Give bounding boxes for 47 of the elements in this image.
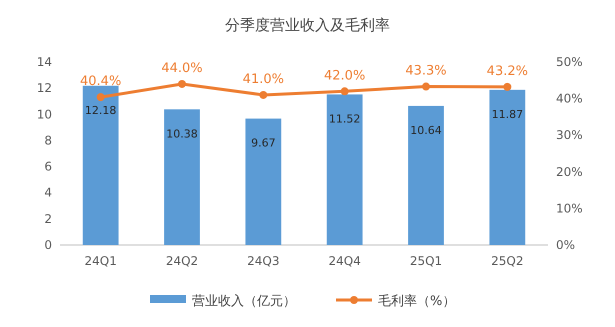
bar — [408, 106, 444, 245]
data-label: 10.64 — [410, 124, 442, 137]
data-label: 11.87 — [492, 108, 524, 121]
bar — [489, 90, 526, 245]
x-tick-label: 24Q1 — [84, 254, 117, 268]
y-tick-label: 14 — [36, 55, 52, 69]
point — [259, 90, 268, 99]
y-tick-label: 2 — [44, 212, 52, 226]
y-tick-label: 10 — [36, 107, 52, 122]
y2-tick-label: 20% — [556, 164, 583, 179]
y2-tick-label: 40% — [556, 92, 583, 106]
point — [503, 82, 512, 91]
x-tick-label: 25Q2 — [491, 254, 524, 268]
point — [340, 87, 349, 96]
data-label: 41.0% — [242, 72, 284, 87]
legend-label: 毛利率（%） — [378, 293, 456, 309]
data-label: 43.2% — [486, 64, 528, 79]
point — [96, 93, 105, 102]
y-tick-label: 12 — [36, 81, 52, 96]
data-label: 12.18 — [84, 104, 116, 117]
data-label: 11.52 — [328, 112, 360, 126]
data-label: 43.3% — [405, 64, 447, 79]
y-tick-label: 8 — [44, 133, 52, 148]
x-tick-label: 24Q3 — [247, 254, 280, 268]
x-tick-label: 25Q1 — [410, 254, 442, 268]
y-tick-label: 6 — [44, 160, 52, 174]
bar — [164, 109, 200, 245]
x-tick-label: 24Q2 — [166, 254, 198, 268]
y2-tick-label: 0% — [556, 238, 576, 252]
data-label: 10.38 — [166, 127, 198, 140]
bar — [245, 118, 282, 245]
data-label: 40.4% — [80, 74, 122, 90]
data-label: 44.0% — [161, 60, 203, 76]
legend-label: 营业收入（亿元） — [192, 294, 296, 309]
x-tick-label: 24Q4 — [328, 254, 361, 268]
chart-title: 分季度营业收入及毛利率 — [225, 16, 390, 34]
bar — [326, 94, 363, 245]
point — [422, 82, 430, 91]
y2-tick-label: 50% — [556, 55, 583, 69]
y-tick-label: 0 — [44, 238, 52, 252]
y2-tick-label: 10% — [556, 201, 583, 216]
point — [178, 80, 186, 88]
data-label: 9.67 — [251, 136, 276, 150]
y-tick-label: 4 — [44, 186, 52, 200]
data-label: 42.0% — [324, 68, 366, 84]
y2-tick-label: 30% — [556, 128, 583, 142]
bar — [82, 86, 119, 245]
